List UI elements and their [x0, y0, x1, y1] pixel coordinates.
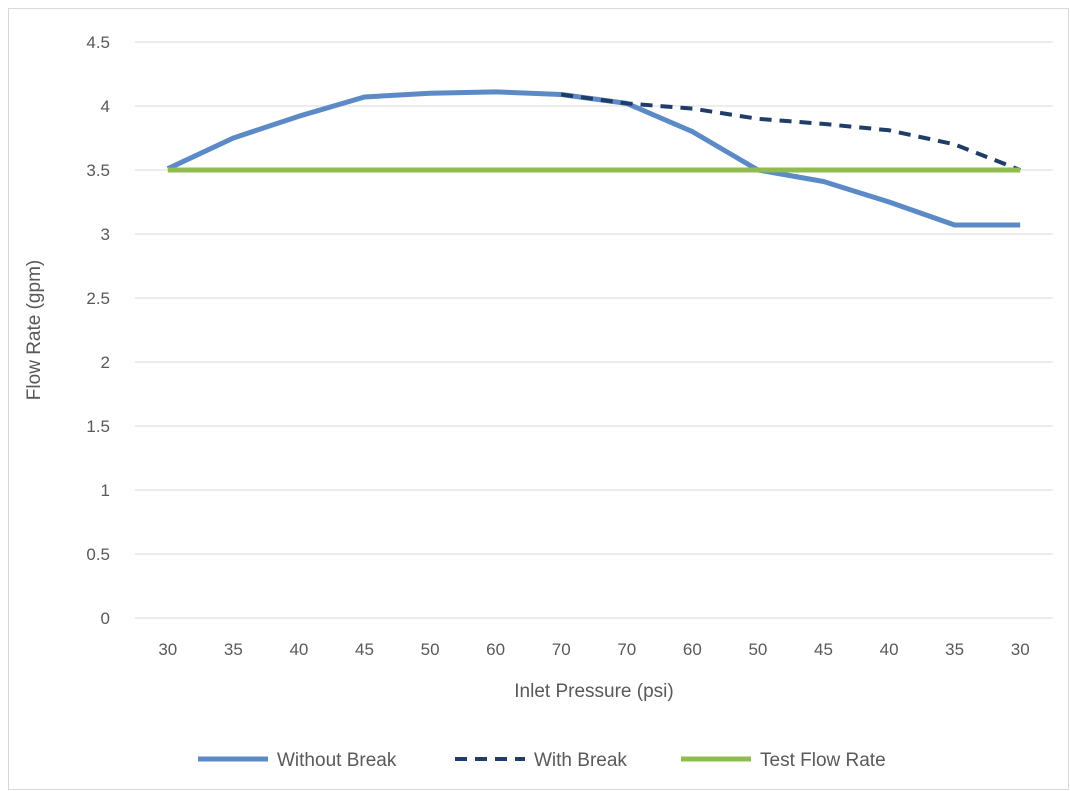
y-tick-label: 3.5	[86, 161, 110, 180]
x-tick-label: 30	[158, 640, 177, 659]
x-tick-label: 40	[289, 640, 308, 659]
series-line-without-break	[166, 89, 1021, 228]
y-tick-label: 2.5	[86, 289, 110, 308]
y-axis-title: Flow Rate (gpm)	[24, 260, 45, 400]
x-tick-label: 40	[880, 640, 899, 659]
x-tick-label: 45	[355, 640, 374, 659]
legend-label: Without Break	[277, 750, 397, 771]
x-tick-label: 70	[552, 640, 571, 659]
y-tick-label: 4	[101, 97, 110, 116]
x-tick-label: 50	[421, 640, 440, 659]
x-tick-label: 70	[617, 640, 636, 659]
legend-label: With Break	[534, 750, 627, 771]
x-tick-label: 45	[814, 640, 833, 659]
legend: Without Break With Break Test Flow Rate	[198, 750, 886, 771]
x-axis-ticks: 30 35 40 45 50 60 70 70 60 50 45 40 35 30	[158, 640, 1029, 659]
y-axis-ticks: 0 0.5 1 1.5 2 2.5 3 3.5 4 4.5	[86, 33, 110, 628]
y-tick-label: 0	[101, 609, 110, 628]
y-tick-label: 0.5	[86, 545, 110, 564]
x-tick-label: 50	[748, 640, 767, 659]
y-tick-label: 1.5	[86, 417, 110, 436]
x-tick-label: 60	[683, 640, 702, 659]
series-lines	[166, 89, 1021, 228]
y-tick-label: 4.5	[86, 33, 110, 52]
x-tick-label: 60	[486, 640, 505, 659]
gridlines	[135, 41, 1053, 619]
series-line-with-break	[560, 92, 1021, 172]
y-tick-label: 2	[101, 353, 110, 372]
x-tick-label: 35	[224, 640, 243, 659]
legend-label: Test Flow Rate	[760, 750, 886, 771]
y-tick-label: 1	[101, 481, 110, 500]
x-axis-title: Inlet Pressure (psi)	[514, 681, 673, 702]
y-tick-label: 3	[101, 225, 110, 244]
x-tick-label: 35	[945, 640, 964, 659]
x-tick-label: 30	[1011, 640, 1030, 659]
chart-area	[8, 8, 1069, 790]
